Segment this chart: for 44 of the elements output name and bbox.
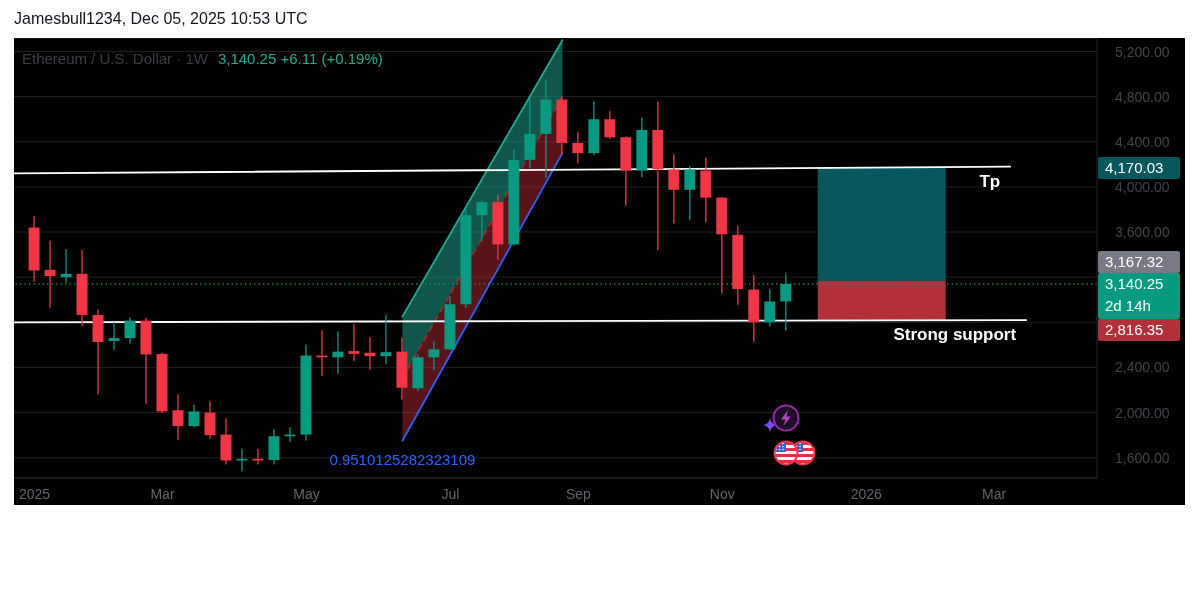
candlestick [668, 153, 680, 225]
candlestick [476, 199, 488, 242]
y-tick-label: 2,400.00 [1115, 359, 1170, 376]
candlestick [604, 110, 616, 140]
candlestick [44, 239, 56, 309]
text: 3,167.32 [1098, 250, 1180, 273]
x-tick-label: May [293, 485, 320, 502]
candlestick [572, 130, 584, 164]
x-tick-label: Mar [982, 485, 1007, 502]
text: 4,170.03 [1098, 156, 1180, 179]
y-tick-label: 2,000.00 [1115, 404, 1170, 421]
candlestick [428, 340, 440, 371]
series-label: Strong support [893, 325, 1017, 346]
series-label: Tp [979, 171, 1001, 192]
x-tick-label: 2025 [18, 485, 51, 502]
y-tick-label: 4,400.00 [1115, 133, 1170, 150]
candlestick [684, 165, 696, 221]
candlestick [380, 313, 392, 365]
y-tick-label: 1,600.00 [1115, 449, 1170, 466]
text: 3,140.25 +6.11 (+0.19%) [217, 50, 383, 67]
candlestick [236, 448, 248, 472]
y-tick-label: 4,800.00 [1115, 88, 1170, 105]
candlestick [188, 404, 200, 428]
annotation: 0.9510125282323109 [329, 450, 476, 468]
y-tick-label: 3,600.00 [1115, 224, 1170, 241]
x-tick-label: Jul [441, 485, 460, 502]
text: 2,816.35 [1098, 318, 1180, 341]
x-tick-label: Sep [565, 485, 592, 502]
ref-line-label: 3,140.25 2d 14h [1098, 272, 1180, 319]
text: Ethereum / U.S. Dollar · 1W [22, 50, 208, 67]
candlestick [252, 448, 264, 466]
y-tick-label: 5,200.00 [1115, 43, 1170, 60]
candlestick [124, 316, 136, 345]
y-tick-label: 4,000.00 [1115, 178, 1170, 195]
candlestick [764, 288, 776, 327]
x-tick-label: Nov [709, 485, 735, 502]
candlestick [108, 321, 120, 351]
candlestick [348, 322, 360, 362]
x-tick-label: 2026 [850, 485, 883, 502]
candlestick [268, 428, 280, 466]
candlestick [172, 393, 184, 441]
candlestick [204, 400, 216, 440]
text: Jamesbull1234, Dec 05, 2025 10:53 UTC [14, 10, 308, 28]
x-tick-label: Mar [150, 485, 175, 502]
